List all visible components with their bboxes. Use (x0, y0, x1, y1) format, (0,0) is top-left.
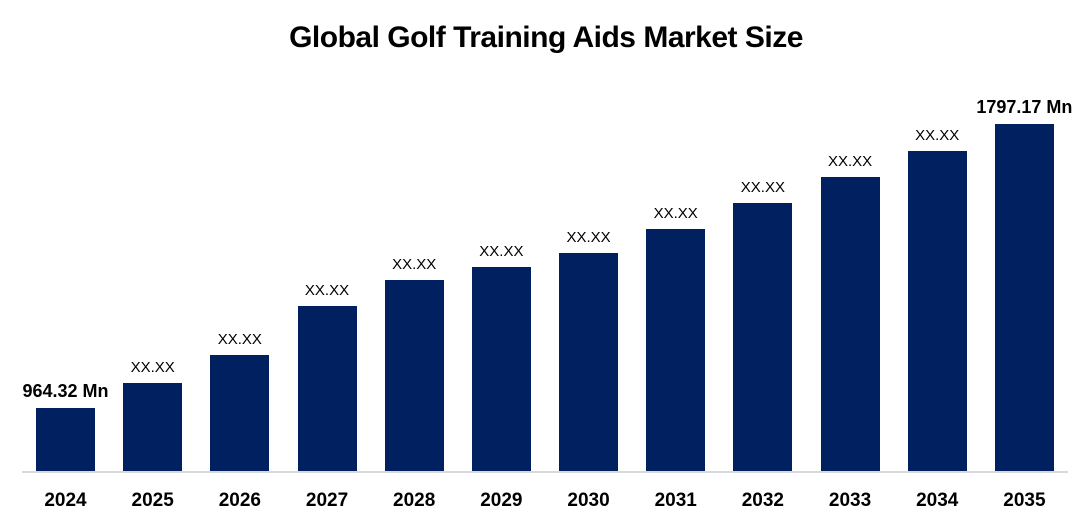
bar-group-2034: XX.XX 2034 (907, 0, 967, 511)
x-tick-label-2031: 2031 (654, 490, 697, 511)
bar-2027 (297, 306, 357, 472)
x-tick-label-2025: 2025 (131, 490, 174, 511)
bar-2024 (36, 408, 95, 472)
x-axis-line (22, 471, 1068, 473)
x-tick-label-2024: 2024 (44, 490, 87, 511)
bar-group-2025: XX.XX 2025 (123, 0, 183, 511)
bar-2034 (907, 151, 967, 472)
value-label-2030: XX.XX (566, 229, 611, 246)
value-label-2029: XX.XX (479, 243, 524, 260)
bar-group-2031: XX.XX 2031 (646, 0, 706, 511)
bar-2028 (384, 280, 444, 472)
x-tick-label-2033: 2033 (828, 490, 872, 511)
x-tick-label-2027: 2027 (305, 490, 349, 511)
value-label-2034: XX.XX (915, 127, 960, 144)
value-label-2027: XX.XX (304, 282, 350, 299)
value-label-2028: XX.XX (392, 256, 437, 273)
bar-2033 (820, 177, 880, 472)
bar-group-2030: XX.XX 2030 (559, 0, 619, 511)
x-tick-label-2026: 2026 (218, 490, 261, 511)
x-tick-label-2030: 2030 (567, 490, 610, 511)
value-label-2033: XX.XX (827, 153, 873, 170)
chart-title: Global Golf Training Aids Market Size (289, 21, 803, 54)
bar-group-2028: XX.XX 2028 (384, 0, 444, 511)
x-tick-label-2029: 2029 (480, 490, 523, 511)
value-label-2025: XX.XX (130, 359, 175, 376)
bar-group-2032: XX.XX 2032 (733, 0, 793, 511)
value-label-2024: 964.32 Mn (22, 381, 109, 401)
x-tick-label-2032: 2032 (741, 490, 785, 511)
bar-2025 (123, 383, 183, 472)
bar-group-2026: XX.XX 2026 (210, 0, 270, 511)
value-label-2026: XX.XX (217, 331, 262, 348)
bar-2030 (559, 253, 619, 472)
value-label-2032: XX.XX (740, 179, 785, 196)
bar-2026 (210, 355, 270, 472)
bar-2029 (471, 267, 531, 472)
bar-group-2027: XX.XX 2027 (297, 0, 357, 511)
value-label-2031: XX.XX (653, 205, 698, 222)
x-tick-label-2028: 2028 (393, 490, 436, 511)
bar-2031 (646, 229, 706, 472)
bar-group-2024: 964.32 Mn 2024 (22, 0, 108, 511)
x-tick-label-2034: 2034 (916, 490, 959, 511)
bar-group-2035: 1797.17 Mn 2035 (976, 0, 1072, 511)
plot-area: 964.32 Mn 2024 XX.XX 2025 XX.XX 2026 XX.XX 2027… (22, 0, 1072, 511)
bar-2035 (994, 124, 1054, 472)
bar-group-2033: XX.XX 2033 (820, 0, 880, 511)
bar-2032 (733, 203, 793, 472)
value-label-2035: 1797.17 Mn (976, 97, 1073, 117)
x-tick-label-2035: 2035 (1003, 490, 1046, 511)
bar-group-2029: XX.XX 2029 (471, 0, 531, 511)
